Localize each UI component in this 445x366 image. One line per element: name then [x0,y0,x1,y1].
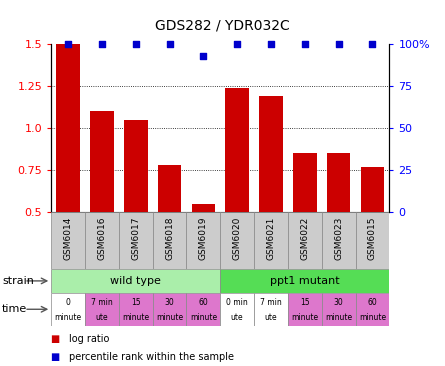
Bar [51,269,220,293]
Text: minute: minute [55,313,81,322]
Text: ute: ute [265,313,277,322]
Text: ■: ■ [51,333,64,344]
Bar [153,212,186,269]
Point [267,41,275,47]
Bar [220,269,389,293]
Text: 0: 0 [66,298,70,306]
Text: GSM6019: GSM6019 [199,217,208,260]
Text: ■: ■ [51,352,64,362]
Text: GSM6021: GSM6021 [267,217,275,260]
Text: 60: 60 [198,298,208,306]
Text: GSM6023: GSM6023 [334,217,343,260]
Text: ute: ute [231,313,243,322]
Bar [85,293,119,326]
Bar [186,293,220,326]
Bar [191,204,215,212]
Text: minute: minute [359,313,386,322]
Text: wild type: wild type [110,276,161,286]
Bar [85,212,119,269]
Bar [293,153,317,212]
Text: minute: minute [122,313,149,322]
Text: time: time [2,304,28,314]
Bar [356,293,389,326]
Bar [51,293,85,326]
Text: minute: minute [156,313,183,322]
Bar [225,88,249,212]
Bar [158,165,182,212]
Bar [220,212,254,269]
Bar [288,293,322,326]
Point [65,41,72,47]
Text: GSM6016: GSM6016 [97,217,106,260]
Bar [56,44,80,212]
Point [301,41,308,47]
Point [166,41,173,47]
Text: minute: minute [325,313,352,322]
Point [234,41,241,47]
Bar [119,212,153,269]
Bar [254,293,288,326]
Text: GSM6018: GSM6018 [165,217,174,260]
Text: 15: 15 [131,298,141,306]
Text: GSM6017: GSM6017 [131,217,140,260]
Text: 15: 15 [300,298,310,306]
Point [200,53,207,59]
Bar [254,212,288,269]
Bar [327,153,351,212]
Point [335,41,342,47]
Text: GDS282 / YDR032C: GDS282 / YDR032C [155,18,290,32]
Text: ute: ute [96,313,108,322]
Point [132,41,139,47]
Text: GSM6015: GSM6015 [368,217,377,260]
Text: GSM6022: GSM6022 [300,217,309,260]
Text: 7 min: 7 min [260,298,282,306]
Text: 0 min: 0 min [227,298,248,306]
Text: GSM6014: GSM6014 [64,217,73,260]
Bar [288,212,322,269]
Point [369,41,376,47]
Bar [153,293,186,326]
Bar [186,212,220,269]
Text: 7 min: 7 min [91,298,113,306]
Text: minute: minute [190,313,217,322]
Text: minute: minute [291,313,318,322]
Text: 30: 30 [334,298,344,306]
Bar [259,96,283,212]
Bar [322,293,356,326]
Bar [220,293,254,326]
Bar [51,212,85,269]
Text: 30: 30 [165,298,174,306]
Bar [119,293,153,326]
Text: percentile rank within the sample: percentile rank within the sample [69,352,234,362]
Text: strain: strain [2,276,34,286]
Bar [360,167,384,212]
Bar [322,212,356,269]
Bar [124,120,148,212]
Text: 60: 60 [368,298,377,306]
Text: log ratio: log ratio [69,333,109,344]
Text: ppt1 mutant: ppt1 mutant [270,276,340,286]
Bar [90,111,114,212]
Text: GSM6020: GSM6020 [233,217,242,260]
Point [98,41,105,47]
Bar [356,212,389,269]
